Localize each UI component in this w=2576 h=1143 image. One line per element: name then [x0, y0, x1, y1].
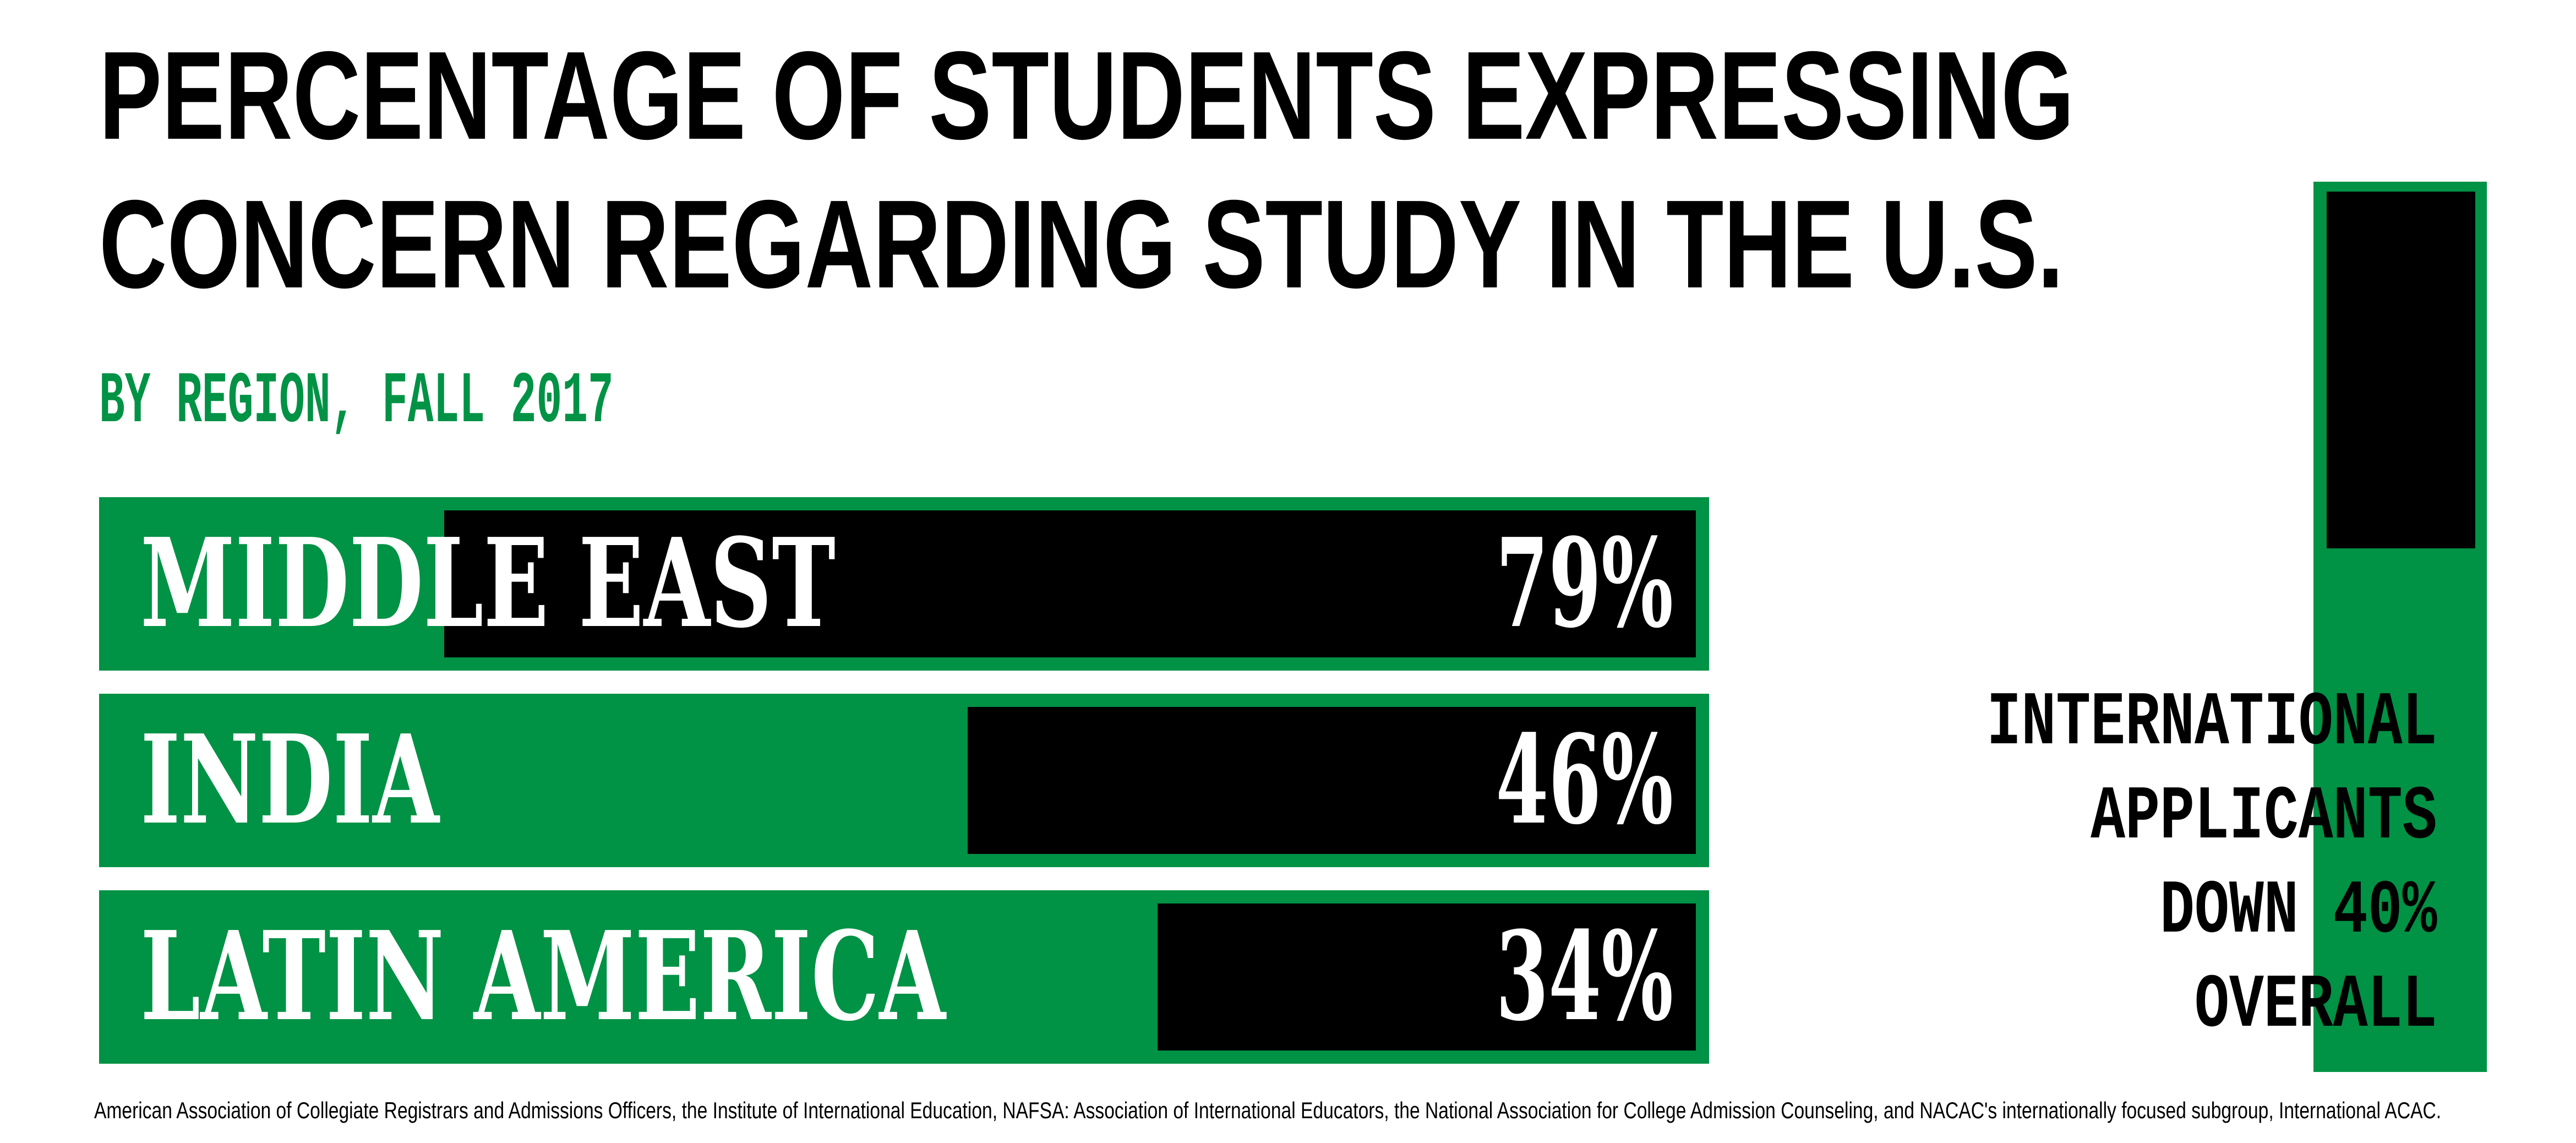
bar-value-text: 34% [1495, 906, 1673, 1048]
bar-fill-india [967, 707, 1696, 854]
bar-value-india: 46% [1387, 694, 1673, 867]
bar-label-latin-america: LATIN AMERICA [140, 890, 1291, 1064]
side-stat-text: INTERNATIONAL APPLICANTS DOWN 40% OVERAL… [1987, 677, 2437, 1054]
chart-title: PERCENTAGE OF STUDENTS EXPRESSING CONCER… [99, 23, 2074, 320]
side-stat-line-2: APPLICANTS [2091, 775, 2437, 861]
bar-value-latin-america: 34% [1387, 890, 1673, 1064]
chart-title-line1: PERCENTAGE OF STUDENTS EXPRESSING [99, 26, 2075, 167]
side-stat-line-4: OVERALL [2195, 963, 2437, 1049]
chart-title-line2: CONCERN REGARDING STUDY IN THE U.S. [99, 175, 2064, 315]
bar-label-text: INDIA [140, 709, 439, 852]
bar-label-india: INDIA [140, 694, 567, 867]
bar-row-middle-east: MIDDLE EAST 79% [99, 497, 1709, 671]
side-stat-line-3: DOWN 40% [2160, 869, 2437, 955]
bar-fill-middle-east [445, 510, 1696, 657]
source-attribution: American Association of Collegiate Regis… [94, 1097, 2442, 1123]
bar-row-india: INDIA 46% [99, 694, 1709, 867]
chart-subtitle: BY REGION, FALL 2017 [99, 362, 614, 444]
bar-label-text: LATIN AMERICA [140, 906, 946, 1048]
side-stat-column-fill [2327, 192, 2475, 548]
side-stat-column [2313, 182, 2487, 1072]
bar-label-text: MIDDLE EAST [140, 513, 836, 655]
bar-label-middle-east: MIDDLE EAST [140, 497, 1133, 671]
side-stat-line-1: INTERNATIONAL [1986, 681, 2437, 766]
bar-row-latin-america: LATIN AMERICA 34% [99, 890, 1709, 1064]
bar-fill-latin-america [1157, 903, 1696, 1051]
bar-value-text: 46% [1495, 709, 1673, 852]
bar-value-middle-east: 79% [1387, 497, 1673, 671]
bar-value-text: 79% [1495, 513, 1673, 655]
